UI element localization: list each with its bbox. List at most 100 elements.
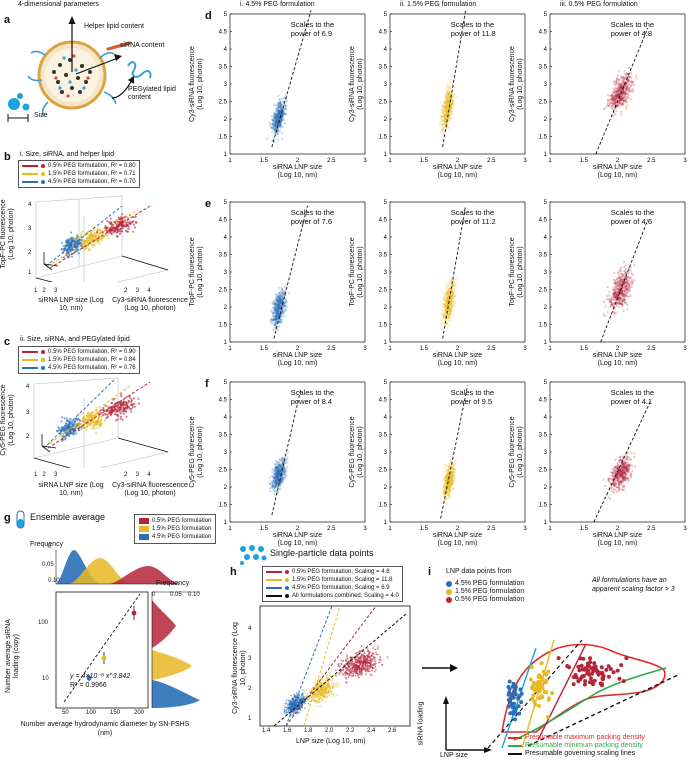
scatter-point — [275, 471, 278, 474]
scatter-point — [447, 103, 450, 106]
scatter-point — [451, 100, 454, 103]
scatter-point — [449, 474, 452, 477]
scatter-point — [278, 109, 281, 112]
y-tick-label: 1.5 — [379, 135, 388, 141]
panel-b-3d-plot: 4 3 2 1 — [28, 195, 170, 282]
scatter-point — [443, 316, 446, 319]
scatter-point — [451, 475, 454, 478]
scatter-point — [620, 275, 623, 278]
scatter-point — [624, 463, 627, 466]
legend-row-blue: 4.5% PEG formulation, R² = 0.70 — [22, 178, 136, 186]
scatter-point — [449, 482, 453, 485]
scatter-point — [445, 109, 448, 112]
scatter-point — [277, 476, 281, 479]
scatter-point — [280, 477, 283, 480]
scatter-point — [618, 475, 621, 478]
scatter-point — [620, 86, 623, 89]
scatter-point — [626, 282, 629, 285]
scatter-point — [444, 485, 447, 489]
scatter-panel: 1 1.5 2 2.5 3 3.5 4 4.5 5 1 1.5 2 2.5 3 siRNA LNP size… — [349, 10, 531, 186]
scatter-point — [618, 283, 621, 286]
scatter-point — [446, 118, 449, 121]
scatter-point — [98, 242, 101, 246]
scatter-point — [611, 472, 614, 475]
x-axis-label-unit: (Log 10, nm) — [437, 172, 478, 179]
scatter-point — [275, 305, 278, 308]
scatter-point — [275, 113, 278, 116]
scatter-point — [613, 91, 616, 94]
scatter-point — [616, 473, 619, 476]
scatter-points — [269, 284, 291, 332]
scatter-point — [443, 305, 446, 308]
scatter-point — [446, 502, 449, 505]
scatter-point — [278, 469, 281, 472]
scaling-annotation: Scales to the power of 11.8 — [450, 20, 496, 38]
scatter-point — [451, 300, 454, 304]
scatter-point — [626, 464, 629, 467]
scatter-point — [446, 300, 449, 303]
x-axis-label-main: siRNA LNP size — [272, 352, 323, 359]
scatter-point — [620, 475, 623, 478]
scatter-point — [100, 415, 103, 418]
scatter-point — [448, 314, 451, 317]
y-tick-label: 3 — [224, 450, 228, 456]
scatter-point — [620, 87, 623, 91]
scatter-point — [449, 477, 452, 480]
scatter-point — [278, 112, 281, 115]
scatter-point — [624, 281, 627, 284]
scatter-point — [621, 292, 624, 295]
scatter-point — [450, 483, 453, 486]
scatter-point — [71, 237, 74, 240]
scatter-point — [279, 297, 282, 300]
y-tick-label: 2 — [224, 485, 228, 491]
scatter-point — [275, 296, 279, 299]
scatter-point — [614, 483, 617, 486]
scatter-point — [447, 98, 450, 102]
scatter-point — [626, 283, 629, 286]
scatter-point — [278, 117, 281, 120]
scatter-point — [625, 284, 629, 287]
scatter-point — [448, 113, 451, 116]
scatter-point — [449, 299, 453, 302]
scatter-point — [622, 261, 625, 264]
scatter-point — [613, 296, 616, 299]
scatter-point — [445, 291, 448, 295]
scatter-point — [109, 217, 112, 220]
scatter-point — [448, 488, 451, 491]
scatter-point — [447, 92, 450, 95]
scatter-point — [609, 94, 612, 97]
scatter-point — [629, 463, 632, 466]
scatter-point — [448, 486, 451, 489]
scatter-point — [620, 278, 623, 281]
scatter-point — [444, 106, 447, 109]
scatter-point — [280, 301, 283, 305]
scatter-point — [277, 475, 280, 478]
scatter-point — [619, 456, 622, 459]
scatter-point — [274, 487, 277, 490]
scatter-point — [275, 476, 278, 479]
scatter-point — [622, 464, 625, 467]
panel-b-yticks: 2 3 4 — [124, 288, 151, 294]
scaling-annotation: Scales to the power of 4.8 — [610, 20, 655, 38]
scatter-point — [275, 317, 278, 320]
scatter-point — [70, 255, 74, 258]
scatter-point — [273, 482, 277, 485]
scatter-point — [444, 111, 447, 114]
scatter-point — [273, 471, 276, 474]
scatter-point — [621, 96, 625, 99]
scatter-point — [626, 289, 629, 292]
scatter-point — [450, 277, 453, 281]
x-tick-label: 1.5 — [260, 158, 269, 164]
scatter-point — [283, 111, 286, 114]
scatter-point — [277, 122, 281, 126]
scatter-point — [275, 475, 278, 478]
scatter-point — [268, 483, 272, 486]
scatter-point — [617, 276, 620, 279]
scatter-point — [616, 105, 619, 108]
scatter-point — [610, 93, 614, 96]
scatter-point — [448, 294, 451, 297]
scatter-point — [450, 296, 453, 299]
scatter-point — [281, 466, 284, 469]
x-tick-label: 2.5 — [487, 346, 496, 352]
scatter-point — [268, 482, 271, 485]
